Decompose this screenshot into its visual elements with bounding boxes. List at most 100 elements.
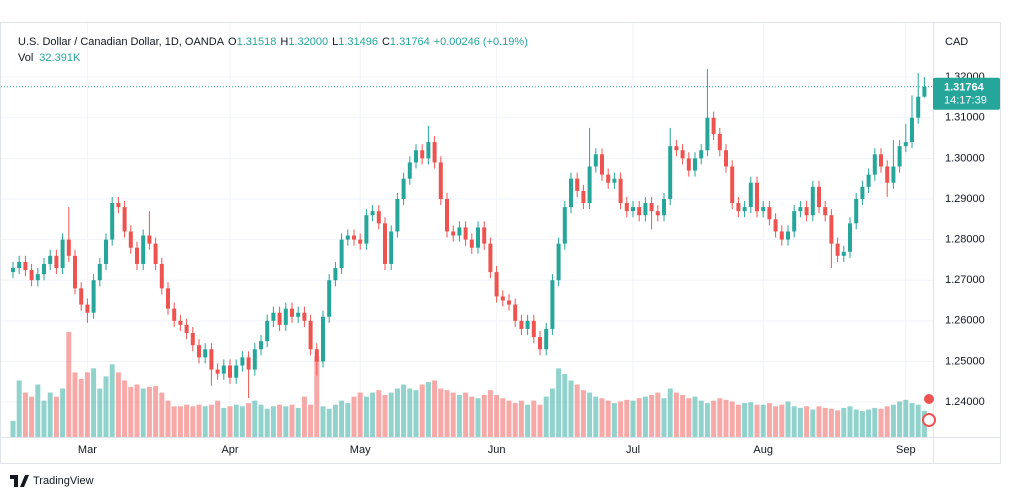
candle-body bbox=[246, 357, 251, 370]
candle-body bbox=[600, 154, 604, 175]
candle-body bbox=[866, 174, 871, 187]
volume-bar bbox=[146, 386, 152, 437]
candle-body bbox=[872, 154, 877, 175]
candle-body bbox=[358, 239, 363, 244]
volume-bar bbox=[103, 376, 109, 437]
candle-body bbox=[190, 333, 195, 346]
candle-body bbox=[321, 316, 325, 362]
volume-bar bbox=[723, 399, 729, 437]
candle-body bbox=[662, 198, 666, 216]
chart-frame bbox=[0, 22, 1001, 464]
volume-bar bbox=[283, 406, 289, 437]
volume-bar bbox=[599, 398, 605, 437]
volume-bar bbox=[537, 404, 543, 437]
candle-body bbox=[153, 243, 158, 264]
volume-bar bbox=[915, 404, 921, 437]
candle-body bbox=[841, 251, 846, 256]
volume-bar bbox=[580, 390, 586, 437]
volume-bar bbox=[506, 400, 512, 437]
volume-bar bbox=[766, 403, 772, 437]
candle-body bbox=[829, 215, 834, 244]
volume-bar bbox=[84, 372, 90, 437]
candle-body bbox=[835, 243, 840, 256]
candle-body bbox=[810, 186, 815, 216]
volume-bar bbox=[605, 400, 611, 437]
candle-body bbox=[401, 178, 406, 199]
volume-bar bbox=[481, 395, 487, 437]
volume-bar bbox=[351, 396, 357, 437]
candle-body bbox=[252, 349, 257, 370]
y-tick-label: 1.29000 bbox=[945, 193, 985, 205]
volume-bar bbox=[847, 406, 853, 437]
volume-bar bbox=[171, 406, 177, 437]
symbol-title: U.S. Dollar / Canadian Dollar, 1D, OANDA bbox=[18, 36, 225, 48]
x-tick-label: Sep bbox=[896, 444, 916, 456]
countdown-label: 14:17:39 bbox=[944, 95, 987, 107]
candle-body bbox=[488, 243, 493, 273]
candle-body bbox=[500, 296, 505, 301]
volume-bar bbox=[401, 384, 407, 437]
candle-body bbox=[575, 178, 580, 191]
candle-body bbox=[643, 203, 648, 216]
volume-bar bbox=[246, 403, 252, 437]
candle-body bbox=[562, 207, 567, 244]
candle-body bbox=[23, 261, 28, 271]
candle-body bbox=[128, 231, 133, 248]
candle-body bbox=[457, 227, 462, 236]
volume-bar bbox=[190, 406, 196, 437]
volume-bar bbox=[587, 392, 593, 437]
candle-body bbox=[705, 117, 710, 151]
volume-bar bbox=[518, 400, 524, 437]
candle-body bbox=[166, 288, 170, 309]
candle-body bbox=[618, 178, 623, 204]
candle-body bbox=[525, 320, 530, 329]
volume-bar bbox=[642, 396, 648, 437]
candle-body bbox=[17, 261, 22, 269]
candle-body bbox=[804, 207, 809, 216]
volume-bar bbox=[314, 356, 320, 437]
candle-body bbox=[742, 207, 747, 212]
volume-bar bbox=[301, 396, 307, 437]
volume-bar bbox=[289, 404, 295, 437]
volume-bar bbox=[748, 402, 754, 437]
volume-bar bbox=[568, 380, 574, 437]
volume-bar bbox=[556, 368, 562, 437]
candle-body bbox=[432, 142, 437, 163]
candle-body bbox=[699, 150, 704, 159]
volume-bar bbox=[66, 332, 72, 437]
candle-body bbox=[507, 300, 511, 305]
flag-icon[interactable] bbox=[922, 413, 936, 427]
ohlc-value: 1.31496 bbox=[338, 36, 378, 48]
candle-body bbox=[779, 231, 784, 240]
candle-body bbox=[767, 207, 772, 220]
volume-bar bbox=[326, 408, 332, 437]
volume-bar bbox=[903, 399, 909, 437]
volume-bar bbox=[258, 404, 264, 437]
volume-name: Vol bbox=[18, 52, 33, 64]
flag-icons bbox=[922, 392, 936, 427]
candle-body bbox=[755, 182, 759, 212]
y-tick-label: 1.26000 bbox=[945, 315, 985, 327]
candle-body bbox=[711, 117, 716, 134]
volume-bar bbox=[630, 400, 636, 437]
volume-bar bbox=[22, 392, 28, 437]
volume-bar bbox=[35, 384, 41, 437]
volume-bar bbox=[872, 407, 878, 437]
volume-bar bbox=[339, 400, 345, 437]
candle-body bbox=[376, 211, 381, 224]
volume-bar bbox=[419, 384, 425, 437]
volume-bar bbox=[382, 395, 388, 437]
y-tick-label: 1.24000 bbox=[945, 396, 985, 408]
y-tick-label: 1.28000 bbox=[945, 233, 985, 245]
volume-bar bbox=[432, 380, 438, 437]
candle-body bbox=[60, 239, 65, 269]
candle-body bbox=[228, 365, 232, 378]
volume-bar bbox=[574, 384, 580, 437]
flag-icon[interactable] bbox=[922, 392, 936, 406]
volume-bar bbox=[742, 403, 748, 437]
candle-body bbox=[54, 255, 59, 269]
volume-bar bbox=[215, 400, 221, 437]
candle-body bbox=[445, 198, 449, 232]
